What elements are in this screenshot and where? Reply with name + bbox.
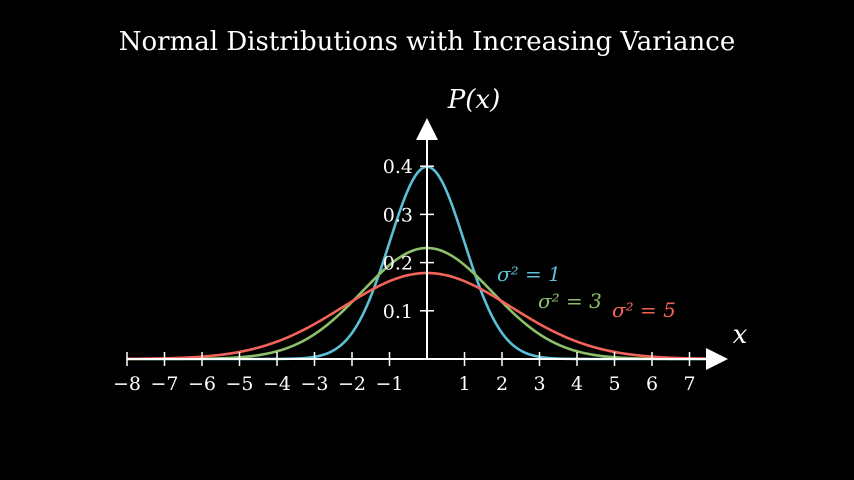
plot-curves: [126, 165, 709, 361]
series-label-variance-1: σ² = 1: [497, 262, 561, 286]
series-label-variance-5: σ² = 5: [612, 298, 676, 322]
y-axis-arrowhead: [416, 118, 438, 140]
x-tick-label: −6: [188, 373, 216, 395]
y-tick-label: 0.4: [383, 156, 413, 178]
chart-title: Normal Distributions with Increasing Var…: [119, 27, 735, 57]
x-tick-label: 4: [571, 373, 583, 395]
series-line-variance-1: [127, 165, 709, 361]
y-axis: 0.1 0.2 0.3 0.4 P(x): [383, 85, 500, 359]
x-tick-label: −1: [375, 373, 403, 395]
series-line-variance-5: [126, 271, 709, 361]
x-axis-arrowhead: [706, 348, 728, 370]
x-tick-label: 2: [496, 373, 508, 395]
y-ticks: 0.1 0.2 0.3 0.4: [383, 156, 434, 323]
x-tick-label: 3: [533, 373, 545, 395]
y-axis-label: P(x): [447, 85, 500, 115]
x-tick-label: −4: [263, 373, 291, 395]
x-tick-label: −8: [113, 373, 141, 395]
x-tick-label: 6: [646, 373, 658, 395]
y-tick-label: 0.2: [383, 253, 413, 275]
x-tick-label: 5: [608, 373, 620, 395]
series-label-variance-3: σ² = 3: [538, 289, 602, 313]
x-tick-label: −3: [300, 373, 328, 395]
x-tick-label: −2: [338, 373, 366, 395]
y-tick-label: 0.3: [383, 204, 413, 226]
x-axis: −8 −7 −6 −5 −4 −3 −2 −1 1 2 3 4 5 6 7 x: [113, 320, 748, 395]
x-tick-label: −7: [150, 373, 178, 395]
y-tick-label: 0.1: [383, 301, 413, 323]
x-axis-label: x: [733, 320, 748, 350]
x-tick-label: 7: [683, 373, 695, 395]
x-ticks: −8 −7 −6 −5 −4 −3 −2 −1 1 2 3 4 5 6 7: [113, 352, 696, 395]
series-labels: σ² = 1 σ² = 3 σ² = 5: [497, 262, 676, 322]
x-tick-label: 1: [458, 373, 470, 395]
x-tick-label: −5: [225, 373, 253, 395]
